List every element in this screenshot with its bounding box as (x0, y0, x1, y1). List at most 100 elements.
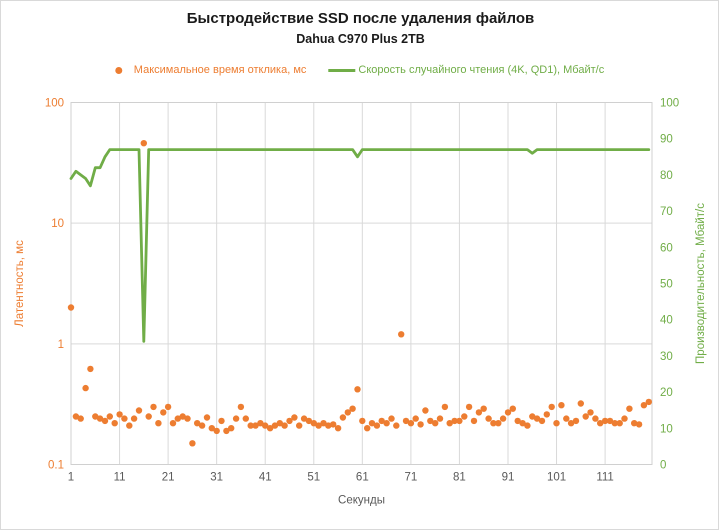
latency-scatter-point (548, 403, 555, 411)
latency-scatter-point (601, 417, 609, 425)
right-axis-tick-label: 60 (660, 242, 673, 254)
latency-scatter-point (198, 422, 206, 429)
latency-scatter-point (155, 420, 162, 427)
latency-scatter-point (121, 415, 128, 422)
latency-scatter-point (281, 422, 288, 429)
latency-scatter-point (320, 420, 327, 427)
right-axis-tick-label: 100 (660, 98, 679, 110)
right-axis-tick-label: 50 (660, 279, 673, 291)
latency-scatter-point (237, 403, 245, 411)
latency-scatter-point (451, 417, 458, 425)
latency-scatter-point (582, 413, 589, 420)
latency-scatter-point (475, 409, 483, 416)
latency-scatter-point (271, 422, 279, 429)
latency-scatter-point (140, 140, 147, 147)
latency-scatter-point (514, 417, 521, 425)
latency-scatter-point (631, 420, 638, 427)
latency-scatter-point (364, 425, 371, 432)
latency-scatter-point (194, 420, 201, 427)
latency-scatter-point (160, 409, 167, 416)
latency-scatter-point (330, 421, 337, 428)
latency-scatter-point (359, 417, 366, 425)
latency-scatter-point (393, 422, 400, 429)
chart-title: Быстродействие SSD после удаления файлов (186, 10, 535, 27)
x-axis-tick-label: 21 (162, 472, 175, 484)
latency-scatter-point (524, 422, 531, 429)
left-axis-tick-label: 1 (58, 339, 64, 351)
latency-scatter-point (563, 415, 570, 422)
latency-scatter-point (126, 422, 133, 429)
latency-scatter-point (247, 422, 254, 429)
latency-scatter-point (519, 420, 526, 427)
latency-scatter-point (621, 415, 628, 422)
latency-scatter-point (378, 417, 385, 425)
latency-scatter-point (218, 417, 225, 425)
latency-scatter-point (228, 425, 235, 432)
left-axis-tick-label: 100 (45, 98, 64, 110)
latency-scatter-point (567, 420, 575, 427)
latency-scatter-point (296, 422, 303, 429)
latency-scatter-point (558, 402, 565, 409)
latency-scatter-point (189, 440, 196, 447)
x-axis-tick-label: 81 (453, 472, 466, 484)
legend-label-latency: Максимальное время отклика, мс (133, 64, 307, 76)
latency-scatter-point (587, 409, 594, 416)
latency-scatter-point (339, 414, 347, 421)
latency-scatter-point (203, 414, 211, 421)
latency-scatter-point (635, 421, 643, 428)
latency-scatter-point (305, 417, 313, 425)
latency-scatter-point (257, 420, 264, 427)
x-axis-tick-label: 41 (259, 472, 272, 484)
latency-scatter-point (422, 407, 429, 414)
x-axis-tick-label: 31 (210, 472, 223, 484)
legend-item-speed: Скорость случайного чтения (4K, QD1), Мб… (328, 64, 604, 76)
latency-scatter-point (106, 413, 114, 420)
latency-scatter-point (543, 411, 550, 418)
latency-scatter-point (174, 415, 181, 422)
latency-scatter-point (315, 422, 322, 429)
chart-subtitle: Dahua C970 Plus 2TB (296, 32, 425, 46)
latency-scatter-point (291, 414, 298, 421)
latency-scatter-point (96, 415, 104, 422)
latency-scatter-point (480, 405, 487, 412)
latency-scatter-point (553, 420, 560, 427)
latency-scatter-point (179, 413, 186, 420)
latency-scatter-point (509, 405, 516, 412)
latency-scatter-point (402, 417, 410, 425)
latency-scatter-point (208, 425, 215, 432)
latency-scatter-point (470, 417, 478, 425)
x-axis-tick-label: 61 (356, 472, 369, 484)
right-axis-tick-label: 0 (660, 460, 666, 472)
latency-scatter-point (572, 417, 580, 425)
latency-scatter-point (276, 420, 283, 427)
latency-scatter-point (499, 415, 507, 422)
latency-scatter-point (87, 365, 94, 373)
x-axis-tick-label: 11 (114, 472, 126, 484)
latency-scatter-point (116, 411, 123, 418)
left-axis-tick-label: 10 (51, 218, 64, 230)
latency-scatter-point (383, 420, 390, 427)
latency-scatter-point (398, 331, 405, 338)
x-axis-tick-label: 51 (307, 472, 320, 484)
latency-scatter-point (213, 427, 220, 435)
latency-scatter-point (150, 403, 157, 411)
latency-scatter-point (242, 415, 249, 422)
latency-scatter-point (504, 409, 512, 416)
x-axis-tick-label: 101 (547, 472, 566, 484)
latency-scatter-point (538, 417, 546, 425)
left-axis-title: Латентность, мс (14, 240, 26, 327)
latency-scatter-point (427, 417, 434, 425)
latency-scatter-point (111, 420, 118, 427)
x-axis-tick-label: 1 (68, 472, 74, 484)
latency-scatter-point (640, 402, 648, 409)
latency-scatter-point (432, 420, 439, 427)
latency-scatter-point (72, 413, 80, 420)
x-axis-tick-label: 71 (404, 472, 417, 484)
latency-scatter-point (490, 420, 497, 427)
latency-scatter-point (412, 415, 419, 422)
scatter-marker-icon (114, 66, 122, 74)
right-axis-tick-label: 80 (660, 170, 673, 182)
latency-scatter-point (145, 413, 152, 420)
